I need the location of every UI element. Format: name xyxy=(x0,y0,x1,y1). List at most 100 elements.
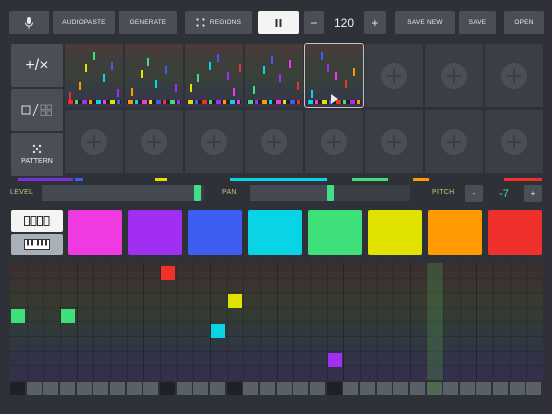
step-key[interactable] xyxy=(343,382,358,395)
step-key[interactable] xyxy=(360,382,375,395)
step-key[interactable] xyxy=(310,382,325,395)
empty-pattern-slot[interactable] xyxy=(65,110,123,173)
empty-pattern-slot[interactable] xyxy=(365,110,423,173)
step-key[interactable] xyxy=(43,382,58,395)
pattern-tool[interactable]: PATTERN xyxy=(11,133,63,176)
tempo-decrease-button[interactable]: − xyxy=(304,11,324,34)
roll-column-line xyxy=(143,263,144,380)
step-key[interactable] xyxy=(460,382,475,395)
color-pad[interactable] xyxy=(68,210,122,255)
step-key[interactable] xyxy=(327,382,342,395)
roll-note[interactable] xyxy=(211,324,225,338)
roll-note[interactable] xyxy=(161,266,175,280)
roll-note[interactable] xyxy=(11,309,25,323)
step-key[interactable] xyxy=(60,382,75,395)
step-key[interactable] xyxy=(393,382,408,395)
step-key[interactable] xyxy=(77,382,92,395)
roll-column-line xyxy=(427,263,428,380)
step-key[interactable] xyxy=(277,382,292,395)
roll-note[interactable] xyxy=(228,294,242,308)
piano-keyboard-button[interactable] xyxy=(11,234,63,255)
pan-slider[interactable] xyxy=(250,185,410,201)
pattern-step xyxy=(276,100,281,104)
color-pad[interactable] xyxy=(488,210,542,255)
step-key[interactable] xyxy=(110,382,125,395)
pattern-step xyxy=(163,100,166,104)
step-key[interactable] xyxy=(160,382,175,395)
empty-pattern-slot[interactable] xyxy=(125,110,183,173)
empty-pattern-slot[interactable] xyxy=(305,110,363,173)
step-key[interactable] xyxy=(443,382,458,395)
pattern-slot[interactable] xyxy=(304,43,364,108)
roll-column-line xyxy=(293,263,294,380)
open-button[interactable]: OPEN xyxy=(504,11,544,34)
step-key[interactable] xyxy=(143,382,158,395)
level-slider-handle[interactable] xyxy=(194,185,201,201)
step-key[interactable] xyxy=(476,382,491,395)
drum-pads-button[interactable] xyxy=(11,210,63,232)
empty-pattern-slot[interactable] xyxy=(485,44,543,107)
step-key[interactable] xyxy=(177,382,192,395)
roll-column-line xyxy=(60,263,61,380)
pause-button[interactable] xyxy=(258,11,299,34)
step-key[interactable] xyxy=(10,382,25,395)
pattern-step xyxy=(103,100,106,104)
step-key[interactable] xyxy=(127,382,142,395)
audiopaste-button[interactable]: AUDIOPASTE xyxy=(53,11,115,34)
pattern-step xyxy=(343,100,346,104)
color-pad[interactable] xyxy=(248,210,302,255)
pitch-increase-button[interactable]: + xyxy=(524,185,542,202)
roll-note[interactable] xyxy=(61,309,75,323)
roll-note[interactable] xyxy=(328,353,342,367)
empty-pattern-slot[interactable] xyxy=(185,110,243,173)
pattern-step xyxy=(142,100,147,104)
tempo-increase-button[interactable]: + xyxy=(364,11,386,34)
roll-column-line xyxy=(77,263,78,380)
regions-button[interactable]: REGIONS xyxy=(185,11,252,34)
step-key[interactable] xyxy=(293,382,308,395)
save-new-button[interactable]: SAVE NEW xyxy=(395,11,455,34)
piano-roll[interactable] xyxy=(10,263,543,380)
select-duplicate-tool[interactable] xyxy=(11,89,63,131)
step-key[interactable] xyxy=(410,382,425,395)
step-key[interactable] xyxy=(260,382,275,395)
save-button[interactable]: SAVE xyxy=(459,11,496,34)
empty-pattern-slot[interactable] xyxy=(425,44,483,107)
pattern-note xyxy=(279,74,281,82)
roll-row-line xyxy=(10,306,543,308)
color-pad[interactable] xyxy=(188,210,242,255)
step-key[interactable] xyxy=(93,382,108,395)
color-pad[interactable] xyxy=(308,210,362,255)
empty-pattern-slot[interactable] xyxy=(245,110,303,173)
microphone-button[interactable] xyxy=(9,11,49,34)
add-remove-tool[interactable]: +/× xyxy=(11,44,63,87)
step-key[interactable] xyxy=(493,382,508,395)
roll-column-line xyxy=(110,263,111,380)
pitch-decrease-button[interactable]: - xyxy=(465,185,483,202)
pattern-note xyxy=(111,62,113,70)
step-key[interactable] xyxy=(243,382,258,395)
pattern-slot[interactable] xyxy=(65,44,123,107)
empty-pattern-slot[interactable] xyxy=(365,44,423,107)
empty-pattern-slot[interactable] xyxy=(485,110,543,173)
step-key[interactable] xyxy=(27,382,42,395)
step-key[interactable] xyxy=(193,382,208,395)
step-key[interactable] xyxy=(510,382,525,395)
step-key[interactable] xyxy=(526,382,541,395)
level-slider[interactable] xyxy=(42,185,204,201)
color-pad[interactable] xyxy=(368,210,422,255)
pattern-note xyxy=(147,58,149,66)
generate-button[interactable]: GENERATE xyxy=(119,11,177,34)
color-pad[interactable] xyxy=(428,210,482,255)
pattern-step xyxy=(188,100,193,104)
color-pad[interactable] xyxy=(128,210,182,255)
step-key[interactable] xyxy=(427,382,442,395)
pan-slider-handle[interactable] xyxy=(327,185,334,201)
step-key[interactable] xyxy=(377,382,392,395)
step-key[interactable] xyxy=(210,382,225,395)
pattern-slot[interactable] xyxy=(185,44,243,107)
empty-pattern-slot[interactable] xyxy=(425,110,483,173)
pattern-slot[interactable] xyxy=(245,44,303,107)
step-key[interactable] xyxy=(227,382,242,395)
pattern-slot[interactable] xyxy=(125,44,183,107)
